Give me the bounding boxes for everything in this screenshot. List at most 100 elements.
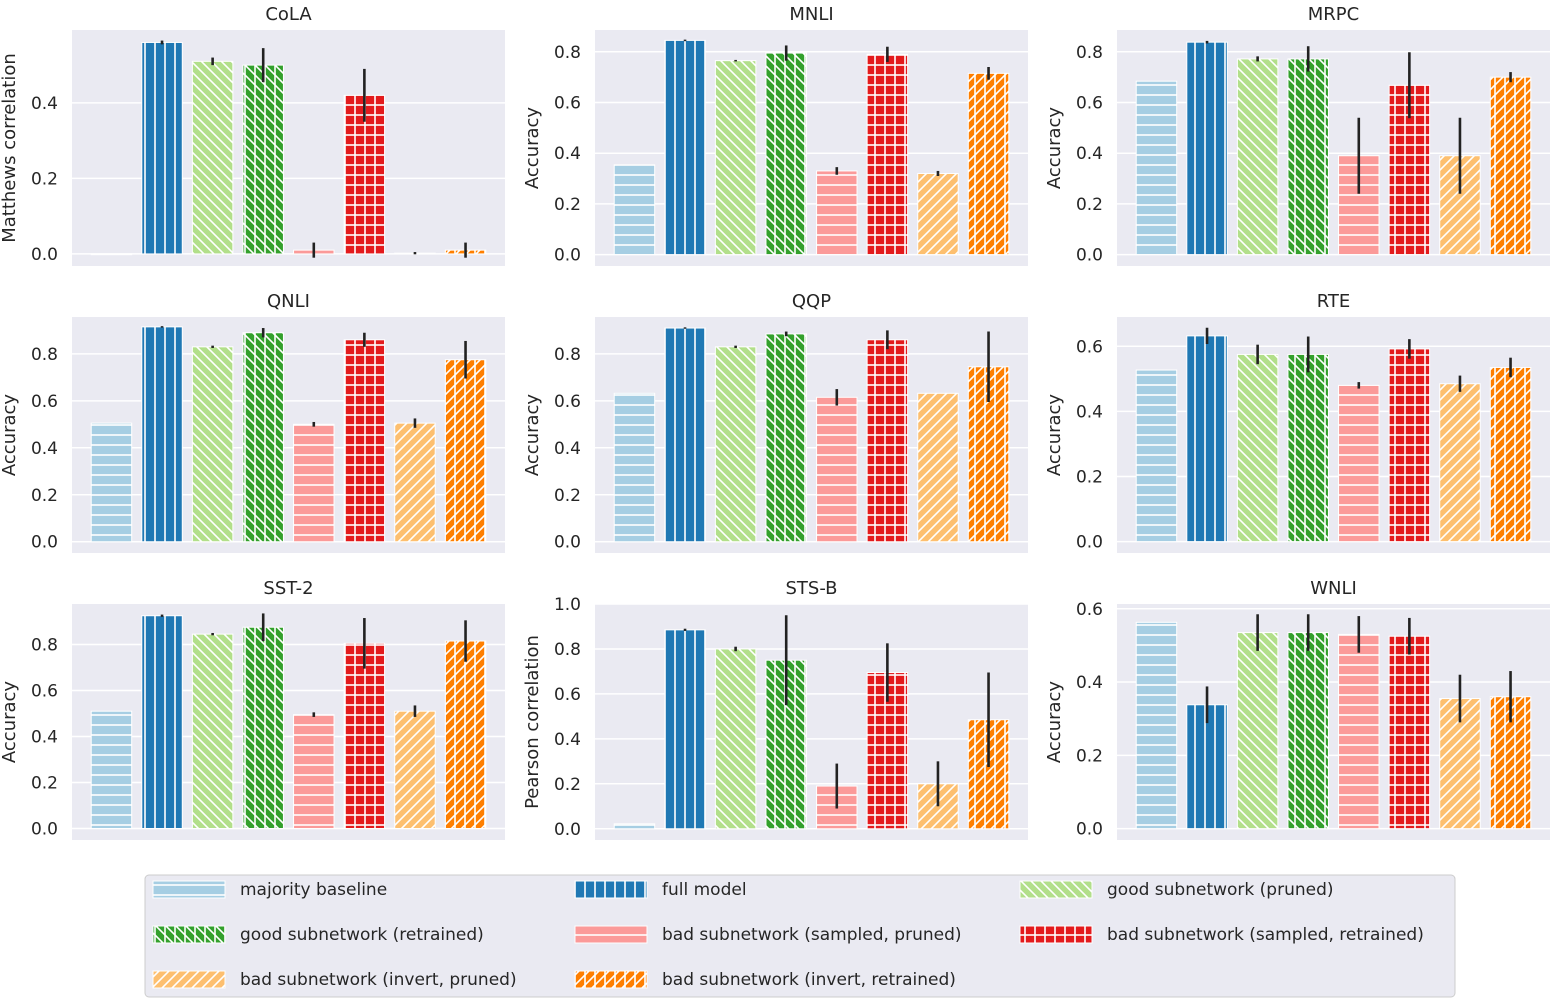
panel-rte: 0.0 0.2 0.4 0.6 RTE Accuracy	[1044, 291, 1550, 553]
bar	[141, 615, 183, 829]
bar	[967, 72, 1010, 256]
bar	[191, 633, 234, 829]
y-tick-label: 0.0	[1076, 246, 1103, 266]
panel-sst2: 0.0 0.2 0.4 0.6 0.8 SST-2 Accuracy	[0, 578, 505, 840]
bar	[1236, 353, 1279, 543]
y-tick-label: 0.2	[554, 195, 581, 215]
legend-swatch	[574, 925, 648, 944]
y-tick-label: 0.6	[554, 392, 581, 412]
y-tick-label: 1.0	[554, 595, 581, 615]
bar	[191, 346, 234, 543]
y-tick-label: 0.6	[554, 93, 581, 113]
y-tick-label: 0.6	[1076, 93, 1103, 113]
bar	[141, 326, 183, 543]
bar	[1338, 384, 1380, 543]
panel-title: RTE	[1317, 291, 1351, 312]
legend-label: bad subnetwork (sampled, retrained)	[1107, 925, 1424, 945]
bar	[613, 823, 656, 830]
bar	[1489, 366, 1532, 543]
bar	[90, 710, 133, 829]
y-tick-label: 0.0	[1076, 820, 1103, 840]
bar	[444, 640, 487, 829]
panel-title: MNLI	[789, 4, 833, 25]
y-axis-label: Accuracy	[1044, 107, 1065, 190]
panel-cola: 0.0 0.2 0.4 CoLA Matthews correlation	[0, 4, 505, 266]
panel-title: SST-2	[263, 578, 313, 599]
bar	[242, 332, 284, 543]
plot-background	[595, 317, 1028, 553]
bar	[664, 327, 706, 543]
y-axis-label: Accuracy	[522, 107, 543, 190]
legend-box	[144, 874, 1456, 998]
y-tick-label: 0.2	[31, 486, 58, 506]
y-tick-label: 0.0	[554, 820, 581, 840]
bar	[866, 53, 909, 256]
bar	[1236, 632, 1279, 830]
bar	[664, 629, 706, 830]
y-tick-label: 0.6	[1076, 337, 1103, 357]
y-tick-label: 0.8	[554, 43, 581, 63]
panel-title: QNLI	[267, 291, 310, 312]
panel-mrpc: 0.0 0.2 0.4 0.6 0.8 MRPC Accuracy	[1044, 4, 1550, 266]
y-axis-label: Pearson correlation	[522, 635, 543, 809]
bar	[242, 64, 284, 255]
panel-title: STS-B	[785, 578, 837, 599]
panel-qnli: 0.0 0.2 0.4 0.6 0.8 QNLI Accuracy	[0, 291, 505, 553]
bar	[1186, 335, 1228, 543]
plot-background	[72, 317, 505, 553]
bar	[1338, 633, 1380, 830]
bar	[444, 359, 487, 543]
bar	[1186, 704, 1228, 830]
y-tick-label: 0.6	[1076, 600, 1103, 620]
y-tick-label: 0.0	[31, 245, 58, 265]
y-tick-label: 0.4	[31, 439, 58, 459]
panel-title: QQP	[792, 291, 831, 312]
panel-mnli: 0.0 0.2 0.4 0.6 0.8 MNLI Accuracy	[522, 4, 1028, 266]
bar	[613, 392, 656, 543]
y-axis-label: Accuracy	[0, 394, 20, 477]
plot-background	[72, 30, 505, 266]
plot-background	[595, 604, 1028, 840]
y-tick-label: 0.0	[554, 533, 581, 553]
plot-background	[595, 30, 1028, 266]
y-tick-label: 0.8	[31, 635, 58, 655]
bar	[917, 392, 959, 543]
bar	[1388, 348, 1431, 543]
legend-swatch	[152, 970, 226, 989]
bar	[394, 710, 436, 829]
legend-label: bad subnetwork (sampled, pruned)	[662, 925, 962, 945]
y-tick-label: 0.6	[554, 685, 581, 705]
y-tick-label: 0.2	[31, 169, 58, 189]
plot-background	[72, 604, 505, 840]
bar	[1388, 635, 1431, 830]
y-tick-label: 0.0	[31, 533, 58, 553]
legend-label: full model	[662, 880, 747, 900]
legend-label: good subnetwork (retrained)	[240, 925, 484, 945]
legend-swatch	[574, 880, 648, 899]
bar	[816, 396, 858, 543]
panel-title: WNLI	[1310, 578, 1357, 599]
bar	[917, 172, 959, 256]
bar	[1186, 41, 1228, 256]
y-tick-label: 0.4	[554, 730, 581, 750]
bar	[1287, 353, 1329, 543]
legend-swatch	[574, 970, 648, 989]
plot-background	[1117, 30, 1550, 266]
bar	[141, 41, 183, 255]
bar	[816, 170, 858, 256]
y-axis-label: Accuracy	[0, 681, 20, 764]
legend-swatch	[1019, 925, 1093, 944]
y-axis-label: Matthews correlation	[0, 53, 20, 243]
bar	[1287, 632, 1329, 830]
y-tick-label: 0.6	[31, 392, 58, 412]
bar	[765, 333, 807, 543]
y-tick-label: 0.2	[31, 773, 58, 793]
y-tick-label: 0.4	[1076, 402, 1103, 422]
bar	[714, 346, 757, 543]
bar	[1236, 58, 1279, 256]
panel-qqp: 0.0 0.2 0.4 0.6 0.8 QQP Accuracy	[522, 291, 1028, 553]
y-tick-label: 0.4	[554, 144, 581, 164]
bar	[714, 648, 757, 830]
legend-label: bad subnetwork (invert, retrained)	[662, 970, 956, 990]
